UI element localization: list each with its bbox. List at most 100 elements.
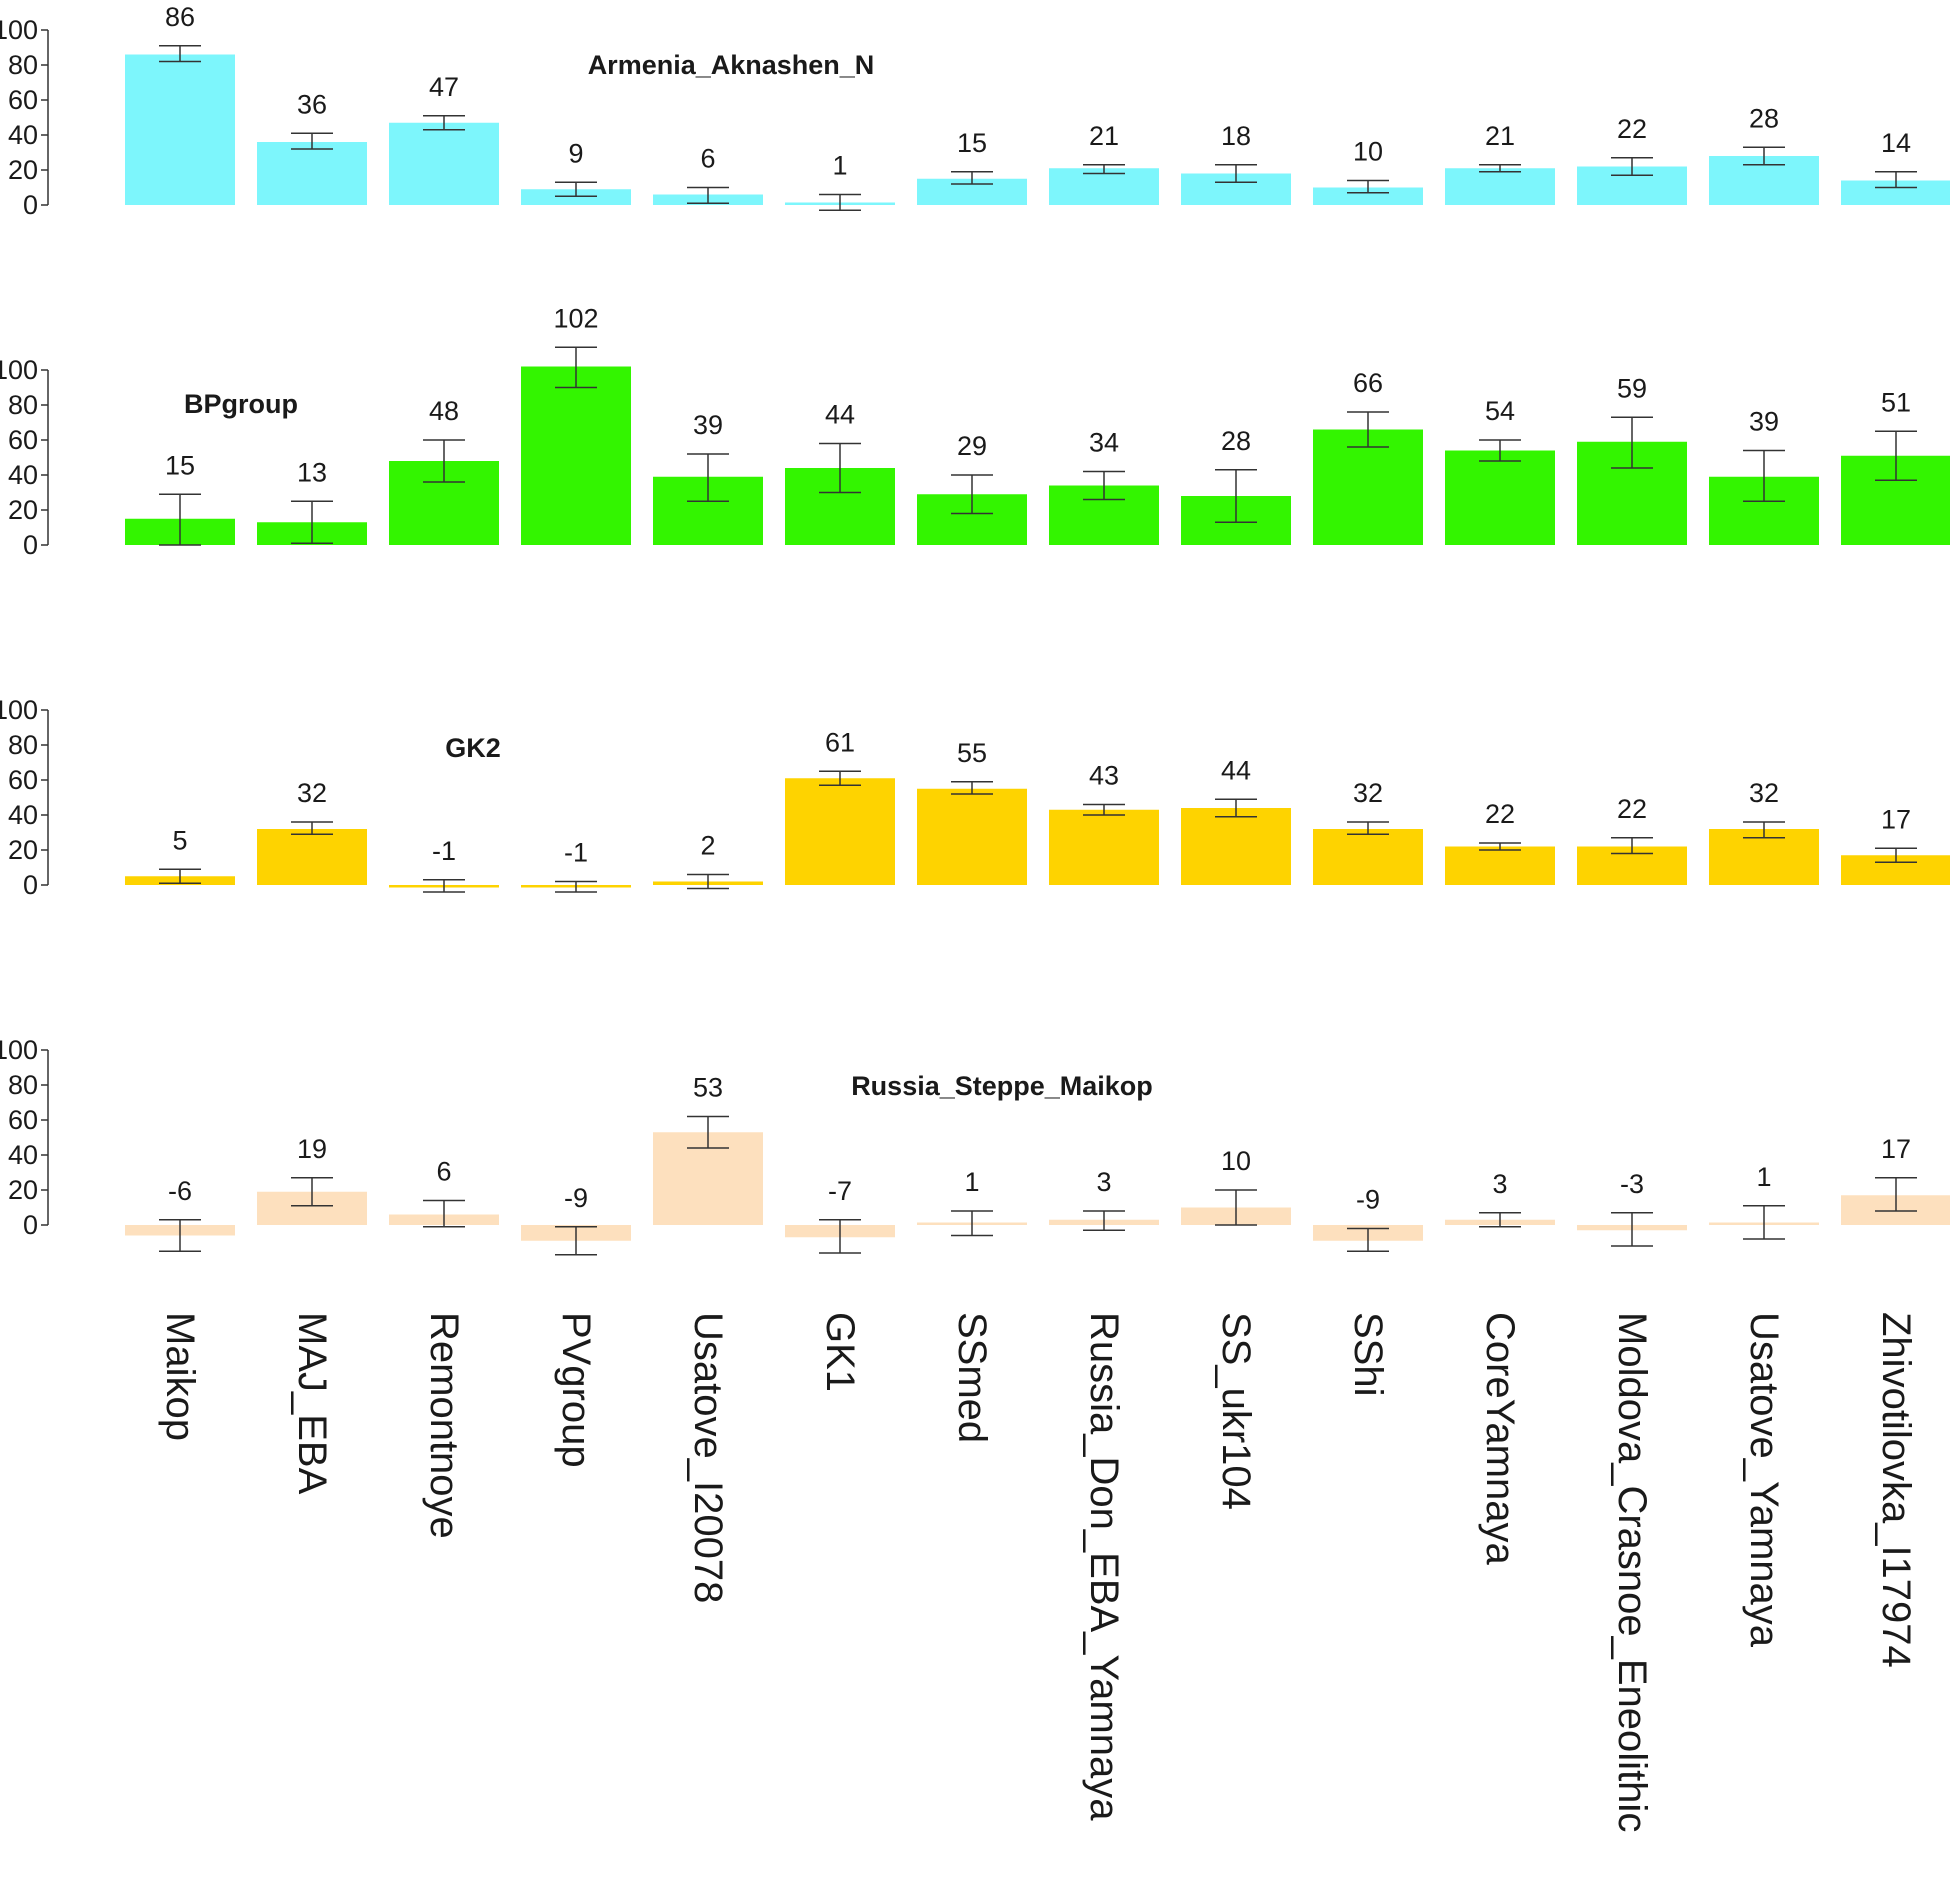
y-tick-label: 80 [8,1070,38,1100]
y-tick-label: 0 [23,530,38,560]
value-label: -1 [564,838,588,868]
value-label: 28 [1221,426,1251,456]
bar-maikop [125,54,235,205]
value-label: 48 [429,396,459,426]
value-label: 19 [297,1134,327,1164]
value-label: 22 [1617,114,1647,144]
panel-title: BPgroup [184,389,298,419]
value-label: 61 [825,727,855,757]
value-label: 66 [1353,368,1383,398]
value-label: -6 [168,1176,192,1206]
category-label-pvgroup: PVgroup [554,1312,598,1468]
category-axis-labels: Maikop MAJ_EBA Remontnoye PVgroup Usatove_I2… [158,1312,1918,1832]
value-label: 1 [1756,1162,1771,1192]
value-label: 55 [957,738,987,768]
value-label: 10 [1353,137,1383,167]
y-tick-label: 80 [8,390,38,420]
value-label: 22 [1617,794,1647,824]
value-label: 17 [1881,1134,1911,1164]
bar-pvgroup [521,366,631,545]
category-label-russia-don-eba-yamnaya: Russia_Don_EBA_Yamnaya [1082,1312,1126,1821]
category-label-gk1: GK1 [818,1312,862,1392]
value-label: 1 [964,1167,979,1197]
value-label: 21 [1089,121,1119,151]
value-label: 59 [1617,373,1647,403]
panel-gk2: 0 20 40 60 80 100 GK2 5 32 -1 -1 2 61 55 43 44 32 22 22 32 1… [0,695,1950,900]
y-tick-label: 60 [8,1105,38,1135]
value-label: 9 [568,138,583,168]
y-tick-label: 0 [23,870,38,900]
y-tick-label: 60 [8,765,38,795]
value-label: 15 [957,128,987,158]
y-tick-label: 100 [0,1035,38,1065]
value-label: 5 [172,825,187,855]
panel-title: GK2 [445,733,501,763]
value-label: 2 [700,831,715,861]
panel-title: Armenia_Aknashen_N [588,50,875,80]
y-tick-label: 100 [0,15,38,45]
bar-gk1 [785,778,895,885]
category-label-ssmed: SSmed [950,1312,994,1443]
y-tick-label: 80 [8,50,38,80]
category-label-maikop: Maikop [158,1312,202,1441]
value-label: 29 [957,431,987,461]
value-label: 54 [1485,396,1515,426]
y-tick-label: 20 [8,495,38,525]
value-label: 6 [436,1157,451,1187]
y-tick-label: 60 [8,425,38,455]
category-label-coreyamnaya: CoreYamnaya [1478,1312,1522,1565]
value-label: 28 [1749,103,1779,133]
category-label-remontnoye: Remontnoye [422,1312,466,1539]
y-tick-label: 40 [8,120,38,150]
category-label-zhivotilovka-i17974: Zhivotilovka_I17974 [1874,1312,1918,1668]
value-label: 10 [1221,1146,1251,1176]
bar-maj-eba [257,142,367,205]
bar-sshi [1313,187,1423,205]
value-label: -9 [1356,1185,1380,1215]
bar-pvgroup [521,189,631,205]
value-label: -7 [828,1176,852,1206]
category-label-moldova-crasnoe-eneolithic: Moldova_Crasnoe_Eneolithic [1610,1312,1654,1832]
bar-sshi [1313,429,1423,545]
value-label: 47 [429,72,459,102]
value-label: 3 [1096,1167,1111,1197]
category-label-sshi: SShi [1346,1312,1390,1397]
value-label: 6 [700,144,715,174]
value-label: 44 [825,400,855,430]
category-label-usatove-yamnaya: Usatove_Yamnaya [1742,1312,1786,1648]
y-tick-label: 20 [8,155,38,185]
value-label: 102 [553,303,598,333]
value-label: 14 [1881,128,1911,158]
bar-coreyamnaya [1445,168,1555,205]
panel-russia-steppe-maikop: 0 20 40 60 80 100 Russia_Steppe_Maikop -6 19 6 -9 5… [0,1035,1950,1256]
y-tick-label: 40 [8,460,38,490]
y-tick-label: 0 [23,190,38,220]
y-tick-label: 20 [8,835,38,865]
bar-russia-don-eba-yamnaya [1049,809,1159,885]
y-tick-label: 80 [8,730,38,760]
value-label: 1 [832,151,847,181]
panel-bpgroup: 0 20 40 60 80 100 BPgroup 15 13 48 102 39 44 29 34 28 66… [0,303,1950,560]
bar-ss-ukr104 [1181,808,1291,885]
bar-ssmed [917,788,1027,885]
y-tick-label: 40 [8,1140,38,1170]
value-label: 53 [693,1073,723,1103]
value-label: 18 [1221,121,1251,151]
value-label: 51 [1881,387,1911,417]
value-label: 15 [165,450,195,480]
value-label: 17 [1881,804,1911,834]
bar-remontnoye [389,122,499,205]
value-label: 43 [1089,761,1119,791]
value-label: 44 [1221,755,1251,785]
value-label: 32 [297,778,327,808]
value-label: -9 [564,1183,588,1213]
value-label: 32 [1353,778,1383,808]
y-tick-label: 20 [8,1175,38,1205]
value-label: 32 [1749,778,1779,808]
value-label: 86 [165,2,195,32]
value-label: 3 [1492,1169,1507,1199]
value-label: 36 [297,89,327,119]
bar-maj-eba [257,829,367,885]
